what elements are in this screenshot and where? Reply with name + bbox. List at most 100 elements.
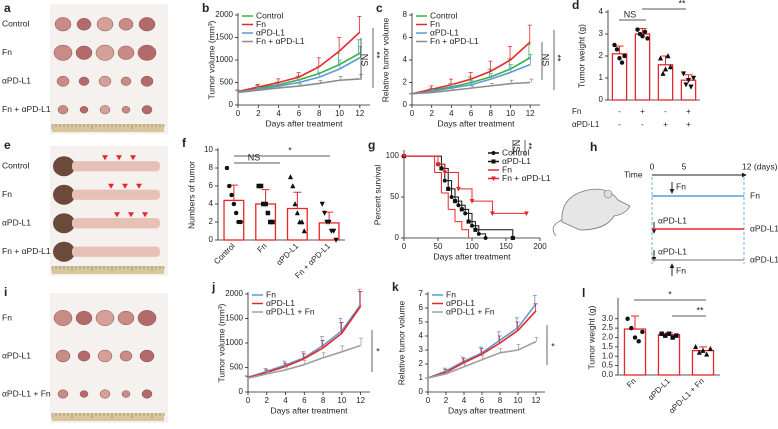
organ xyxy=(53,156,75,177)
error-bar xyxy=(631,315,639,330)
panel-letter: e xyxy=(4,138,11,152)
marker xyxy=(707,345,713,351)
tumor xyxy=(139,349,155,363)
group-sign: - xyxy=(618,107,621,116)
mouse-ear xyxy=(603,189,613,199)
x-tick-label: 50 xyxy=(434,242,443,251)
series-line xyxy=(427,340,537,379)
error-bar xyxy=(532,295,537,304)
annotation: ** xyxy=(678,0,686,8)
tumor xyxy=(76,18,92,31)
tumor xyxy=(56,75,70,87)
marker xyxy=(227,183,232,189)
annotation: * xyxy=(668,289,672,299)
y-axis-label: Numbers of tumor xyxy=(186,161,196,229)
marker xyxy=(665,53,671,59)
marker xyxy=(510,235,515,241)
tumor xyxy=(96,17,114,32)
tumor xyxy=(119,350,133,362)
step-segment xyxy=(404,155,439,165)
tumor xyxy=(141,105,153,115)
x-tick-label: 2 xyxy=(256,109,261,118)
y-tick-label: 8 xyxy=(403,10,408,19)
y-tick-label: 4 xyxy=(403,55,408,64)
x-tick-label: 0 xyxy=(426,396,431,405)
x-tick-label: 6 xyxy=(302,396,307,405)
y-tick-label: 2 xyxy=(209,217,214,226)
y-tick-label: 10 xyxy=(204,145,213,154)
tumor xyxy=(117,310,135,326)
row-label: Control xyxy=(2,19,30,29)
x-axis-label: Days after treatment xyxy=(448,405,526,415)
tumor-arrow xyxy=(102,155,108,161)
tumor-arrow xyxy=(108,183,114,189)
annotation: ** xyxy=(524,142,534,150)
marker xyxy=(632,335,638,340)
step-segment xyxy=(468,221,476,230)
y-tick-label: 4 xyxy=(419,331,424,340)
y-tick-label: 8 xyxy=(209,163,214,172)
marker xyxy=(483,235,488,241)
series-line xyxy=(247,344,361,380)
y-tick-label: 2.5 xyxy=(602,323,614,332)
bar xyxy=(680,79,697,101)
error-bar xyxy=(479,348,484,355)
x-tick-label: 0 xyxy=(402,242,407,251)
arrow-label: αPD-L1 xyxy=(658,246,687,256)
tumor xyxy=(53,310,73,326)
x-tick-label: αPD-L1 xyxy=(275,241,301,267)
legend-label: αPD-L1 + Fn xyxy=(266,306,315,316)
legend-label: Control xyxy=(256,10,284,20)
marker xyxy=(685,77,692,84)
panel-letter: h xyxy=(590,140,597,154)
legend-label: αPD-L1 xyxy=(266,298,295,308)
x-tick-label: 8 xyxy=(489,109,494,118)
legend-label: αPD-L1 + Fn xyxy=(446,306,495,316)
marker xyxy=(696,349,702,355)
error-bar xyxy=(638,28,647,34)
group-sign: - xyxy=(618,120,621,129)
step-segment xyxy=(458,188,473,202)
tumor xyxy=(121,106,131,114)
marker xyxy=(612,42,617,48)
x-tick-label: Fn xyxy=(625,377,638,390)
step-segment xyxy=(434,171,442,193)
y-tick-label: 3.0 xyxy=(602,314,614,323)
x-tick-label: 6 xyxy=(480,396,485,405)
tumor xyxy=(54,17,72,32)
marker xyxy=(622,53,627,59)
y-tick-label: 0 xyxy=(599,95,604,104)
marker xyxy=(491,159,496,164)
series-line xyxy=(247,305,362,379)
error-bar xyxy=(261,189,270,204)
annotation: NS xyxy=(541,54,551,67)
legend-label: Fn xyxy=(256,19,266,29)
group-sign: + xyxy=(686,107,691,116)
y-axis-label: Tumor volume (mm³) xyxy=(216,303,226,382)
error-bar xyxy=(460,356,465,362)
arrow-label: Fn xyxy=(676,181,686,191)
step-segment xyxy=(451,196,459,206)
tumor-arrow xyxy=(136,183,142,189)
marker xyxy=(617,55,622,61)
group-name: Fn xyxy=(572,107,581,116)
series-line xyxy=(237,78,360,94)
x-tick-label: 2 xyxy=(265,396,270,405)
step-segment xyxy=(438,163,446,173)
marker xyxy=(640,329,645,335)
row-label: Fn xyxy=(2,312,12,322)
legend-label: Fn + αPD-L1 xyxy=(502,173,551,183)
x-tick-label: αPD-L1 + Fn xyxy=(667,377,706,416)
annotation: NS xyxy=(360,54,370,67)
marker xyxy=(292,201,298,207)
y-tick-label: 3 xyxy=(419,345,424,354)
marker xyxy=(674,333,679,338)
tumor-arrow xyxy=(142,212,148,218)
step-segment xyxy=(448,188,456,202)
photo-a: a Control Fn αPD-L1 Fn + αPD-L1 xyxy=(2,1,168,134)
error-bar xyxy=(497,335,502,343)
group-sign: - xyxy=(641,120,644,129)
step-segment xyxy=(472,200,493,214)
x-tick-label: 100 xyxy=(465,242,479,251)
step-segment xyxy=(461,229,470,238)
